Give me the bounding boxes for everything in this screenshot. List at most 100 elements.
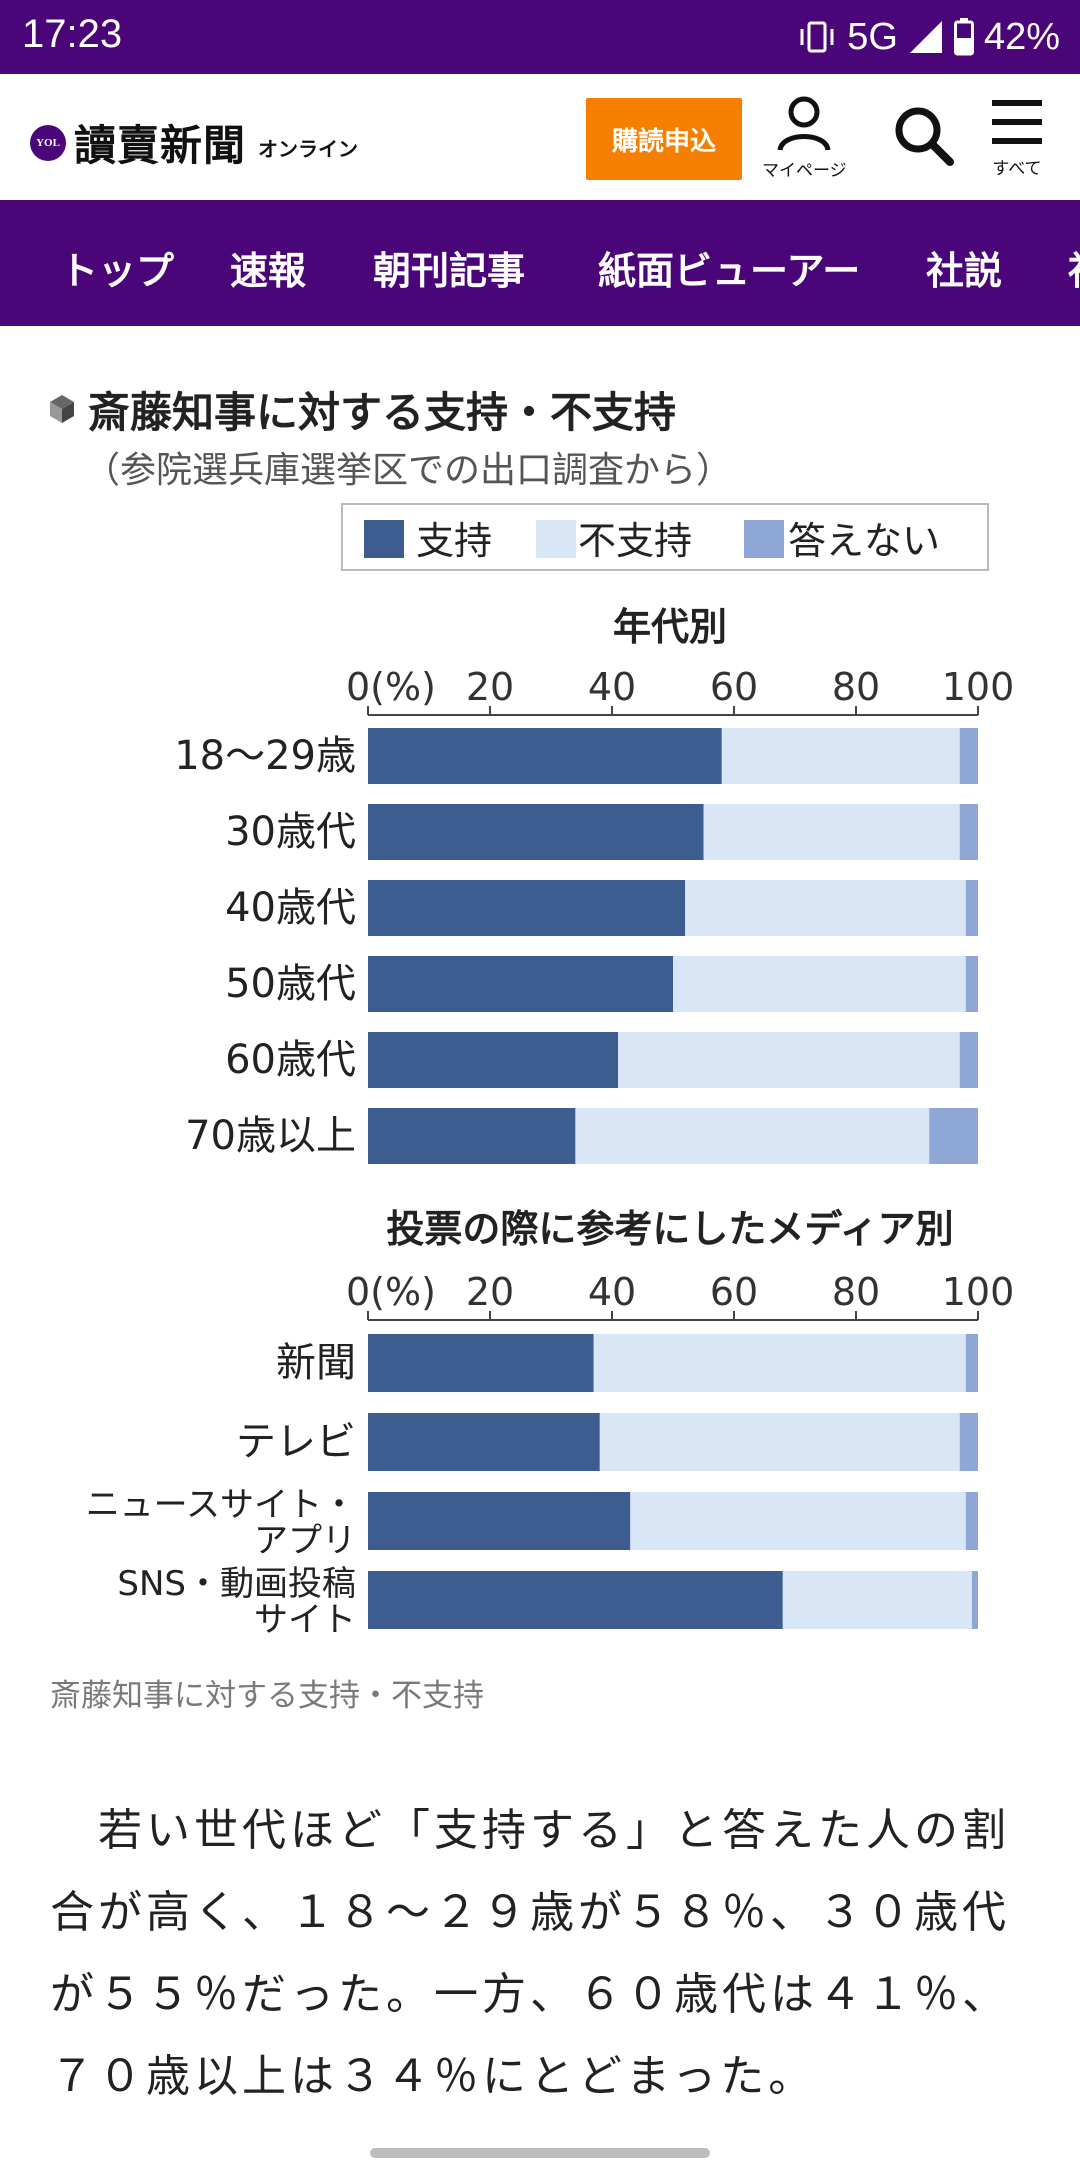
signal-icon [909, 21, 942, 53]
article-paragraph: 若い世代ほど「支持する」と答えた人の割合が高く、１８〜２９歳が５８％、３０歳代が… [50, 1805, 1010, 2102]
bar-segment [368, 1108, 576, 1164]
bar-segment [782, 1571, 972, 1629]
logo-text: 讀賣新聞 [74, 121, 247, 170]
bar-segment [929, 1108, 978, 1164]
hamburger-icon [992, 100, 1042, 144]
network-label: 5G [847, 15, 898, 58]
tick-label: 80 [832, 1270, 880, 1314]
bar-segment [630, 1492, 966, 1550]
nav-item-next[interactable]: 社 [1068, 240, 1080, 295]
bar-segment [618, 1032, 960, 1088]
tick-label: 40 [588, 1270, 636, 1314]
bar-segment [368, 956, 673, 1012]
tick-label: 100 [942, 1270, 1015, 1314]
chart-title-group: 斎藤知事に対する支持・不支持 （参院選兵庫選挙区での出口調査から） [50, 388, 732, 491]
category-label: 40歳代 [225, 885, 356, 931]
bar-segment [368, 1571, 783, 1629]
bar-segment [721, 728, 960, 784]
bar-segment [965, 880, 978, 936]
bar-segment [368, 880, 686, 936]
mypage-button[interactable]: マイページ [762, 92, 847, 181]
user-icon [777, 96, 831, 151]
bar-segment [368, 1492, 631, 1550]
bar-segment [685, 880, 966, 936]
bar-segment [593, 1334, 966, 1392]
search-icon [895, 107, 954, 166]
bar-segment [368, 804, 704, 860]
chart-subtitle: （参院選兵庫選挙区での出口調査から） [84, 450, 732, 491]
nav-item-top[interactable]: トップ [60, 249, 175, 293]
subscribe-button[interactable]: 購読申込 [586, 98, 742, 180]
support-chart: 斎藤知事に対する支持・不支持 （参院選兵庫選挙区での出口調査から） 支持 不支持… [0, 370, 1080, 1660]
tick-label: 20 [466, 1270, 514, 1314]
category-label: 30歳代 [225, 809, 356, 855]
nav-item-morning[interactable]: 朝刊記事 [373, 249, 526, 293]
bar-segment [575, 1108, 930, 1164]
battery-icon [953, 18, 974, 56]
tick-label: 20 [466, 665, 514, 709]
bar-segment [368, 728, 722, 784]
nav-item-viewer[interactable]: 紙面ビューアー [598, 249, 861, 293]
panel-title: 投票の際に参考にしたメディア別 [386, 1207, 953, 1251]
tick-label: 80 [832, 665, 880, 709]
bar-segment [959, 728, 978, 784]
category-label: 18〜29歳 [174, 733, 356, 779]
bar-segment [673, 956, 966, 1012]
legend-box [341, 503, 989, 571]
tick-label: 60 [710, 665, 758, 709]
category-label: テレビ [236, 1419, 356, 1465]
category-label: SNS・動画投稿 [117, 1564, 356, 1604]
legend-swatch-oppose [536, 520, 576, 558]
status-icons: 5G 42% [797, 12, 1060, 62]
menu-label: すべて [992, 159, 1042, 179]
legend-label-support: 支持 [416, 519, 492, 563]
nav-item-editorial[interactable]: 社説 [926, 249, 1003, 293]
logo-subtitle: オンライン [258, 137, 359, 161]
nav-item-breaking[interactable]: 速報 [230, 249, 307, 293]
chart-legend: 支持 不支持 答えない [341, 503, 989, 571]
site-logo[interactable]: YOL 讀賣新聞 オンライン [30, 112, 358, 173]
legend-swatch-no-answer [744, 520, 784, 558]
chart-svg: 斎藤知事に対する支持・不支持 （参院選兵庫選挙区での出口調査から） 支持 不支持… [50, 388, 1015, 1640]
tick-label: 60 [710, 1270, 758, 1314]
panel-media: 投票の際に参考にしたメディア別 0(%) 20 40 60 80 100 新聞テレビニュースサ… [86, 1207, 1015, 1640]
category-label: 60歳代 [225, 1037, 356, 1083]
battery-percent: 42% [983, 15, 1060, 58]
status-time: 17:23 [22, 12, 123, 56]
bar-segment [703, 804, 960, 860]
bar-segment [965, 1334, 978, 1392]
status-bar: 17:23 5G 42% [0, 0, 1080, 74]
article-body: 若い世代ほど「支持する」と答えた人の割合が高く、１８〜２９歳が５８％、３０歳代が… [50, 1790, 1040, 2118]
bar-segment [959, 1032, 978, 1088]
category-label: 新聞 [276, 1340, 356, 1386]
menu-button[interactable]: すべて [990, 92, 1044, 179]
category-label: 70歳以上 [185, 1113, 356, 1159]
bar-segment [971, 1571, 978, 1629]
bar-segment [959, 804, 978, 860]
bar-segment [965, 956, 978, 1012]
legend-swatch-support [364, 520, 404, 558]
bar-segment [368, 1413, 600, 1471]
tick-label: 100 [942, 665, 1015, 709]
category-label: サイト [254, 1600, 356, 1640]
category-label: ニュースサイト・ [86, 1485, 356, 1525]
cube-icon [50, 395, 74, 423]
search-button[interactable] [892, 104, 956, 168]
category-nav: トップ 速報 朝刊記事 紙面ビューアー 社説 社 [0, 200, 1080, 326]
chart-title: 斎藤知事に対する支持・不支持 [88, 388, 676, 437]
tick-label: 0(%) [346, 1270, 436, 1314]
vibrate-icon [800, 21, 834, 53]
site-header: YOL 讀賣新聞 オンライン 購読申込 マイページ すべて [0, 74, 1080, 200]
category-label: 50歳代 [225, 961, 356, 1007]
tick-label: 0(%) [346, 665, 436, 709]
bar-segment [965, 1492, 978, 1550]
tick-label: 40 [588, 665, 636, 709]
chart-caption: 斎藤知事に対する支持・不支持 [50, 1678, 484, 1714]
bar-segment [368, 1032, 619, 1088]
bar-segment [599, 1413, 960, 1471]
legend-label-no-answer: 答えない [788, 519, 940, 563]
panel-age: 年代別 0(%) 20 40 60 80 100 18〜29歳 30歳代 40歳代 50歳代 60歳代… [174, 605, 1014, 1164]
panel-title: 年代別 [613, 605, 727, 649]
mypage-label: マイページ [762, 161, 847, 181]
home-indicator[interactable] [370, 2148, 710, 2158]
